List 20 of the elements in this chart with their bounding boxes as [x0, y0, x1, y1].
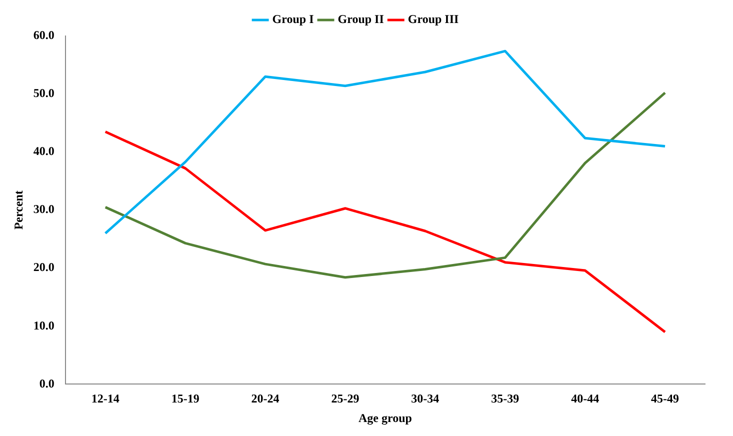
y-tick-label: 60.0 [33, 28, 54, 42]
y-axis-title: Percent [11, 190, 26, 230]
x-tick-label: 45-49 [651, 391, 680, 406]
x-axis-title: Age group [358, 410, 412, 425]
legend-label: Group II [338, 12, 384, 26]
legend-label: Group I [272, 12, 314, 26]
legend-label: Group III [408, 12, 460, 26]
y-tick-label: 30.0 [33, 202, 54, 216]
x-tick-label: 40-44 [571, 391, 600, 406]
x-tick-label: 25-29 [331, 391, 360, 406]
x-tick-label: 12-14 [91, 391, 120, 406]
y-tick-label: 10.0 [33, 318, 54, 332]
y-tick-label: 50.0 [33, 86, 54, 100]
y-tick-label: 0.0 [39, 376, 54, 390]
x-tick-label: 30-34 [411, 391, 440, 406]
y-tick-label: 20.0 [33, 260, 54, 274]
y-tick-label: 40.0 [33, 144, 54, 158]
x-tick-label: 15-19 [171, 391, 200, 406]
x-tick-label: 35-39 [491, 391, 520, 406]
x-tick-label: 20-24 [251, 391, 280, 406]
